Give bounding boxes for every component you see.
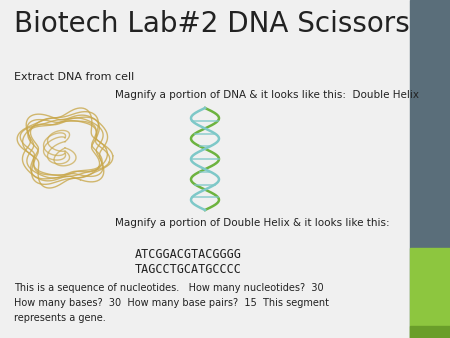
Text: Magnify a portion of DNA & it looks like this:  Double Helix: Magnify a portion of DNA & it looks like… xyxy=(115,90,419,100)
Text: This is a sequence of nucleotides.   How many nucleotides?  30
How many bases?  : This is a sequence of nucleotides. How m… xyxy=(14,283,329,322)
Text: Extract DNA from cell: Extract DNA from cell xyxy=(14,72,134,82)
Bar xyxy=(410,326,450,338)
Text: TAGCCTGCATGCCCC: TAGCCTGCATGCCCC xyxy=(135,263,242,276)
Text: Biotech Lab#2 DNA Scissors: Biotech Lab#2 DNA Scissors xyxy=(14,10,410,38)
Text: ATCGGACGTACGGGG: ATCGGACGTACGGGG xyxy=(135,248,242,261)
Text: Magnify a portion of Double Helix & it looks like this:: Magnify a portion of Double Helix & it l… xyxy=(115,218,390,228)
Bar xyxy=(410,0,450,338)
Bar xyxy=(410,248,450,338)
